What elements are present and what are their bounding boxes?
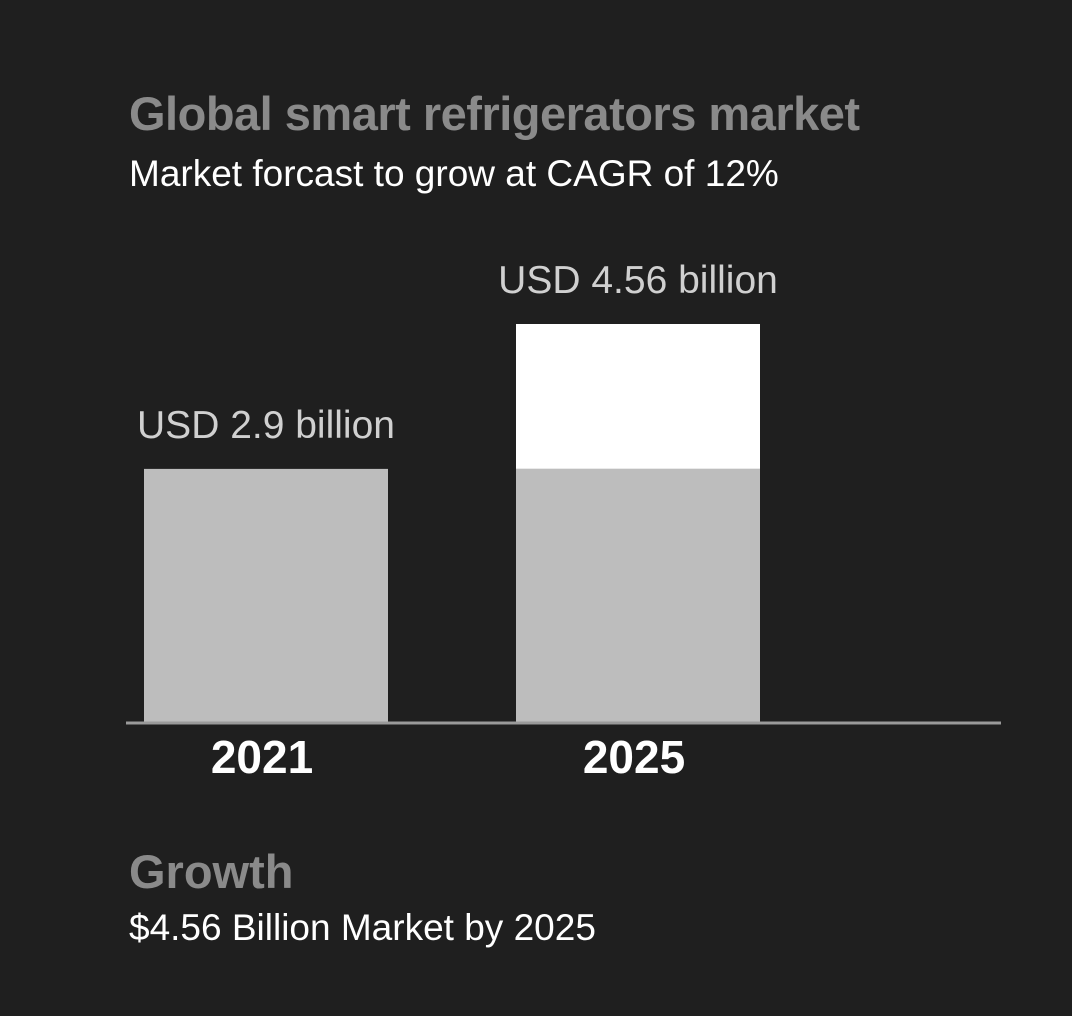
bar-growth-2025 bbox=[516, 324, 760, 469]
chart-title: Global smart refrigerators market bbox=[129, 87, 860, 140]
data-label-2025: USD 4.56 billion bbox=[498, 259, 778, 302]
bar-chart: USD 2.9 billion 2021 USD 4.56 billion 2025 bbox=[126, 259, 1001, 783]
bar-2021 bbox=[144, 468, 388, 722]
growth-summary: $4.56 Billion Market by 2025 bbox=[129, 907, 596, 948]
x-tick-label-2025: 2025 bbox=[583, 731, 685, 783]
bar-2025 bbox=[516, 468, 760, 722]
growth-heading: Growth bbox=[129, 845, 294, 898]
x-tick-label-2021: 2021 bbox=[211, 731, 313, 783]
data-label-2021: USD 2.9 billion bbox=[137, 404, 395, 447]
chart-subtitle: Market forcast to grow at CAGR of 12% bbox=[129, 153, 779, 194]
